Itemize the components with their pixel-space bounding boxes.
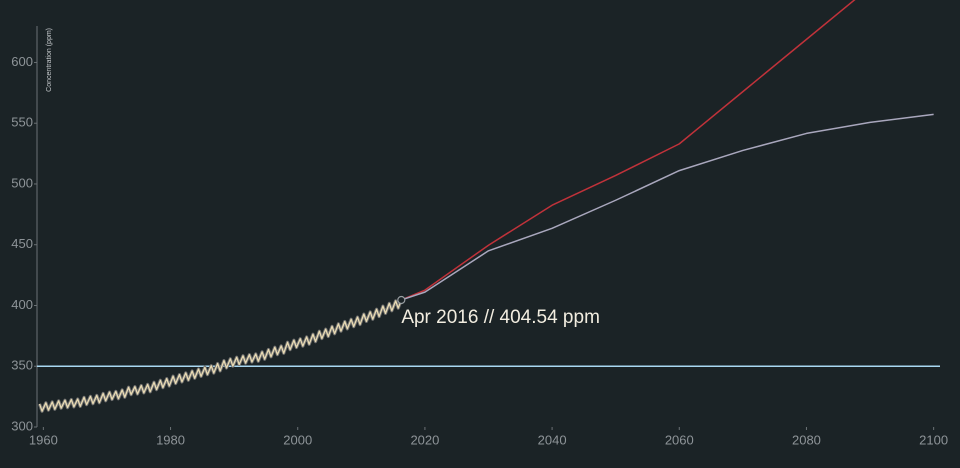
x-tick-label: 2080 — [792, 432, 821, 447]
x-tick-label: 2040 — [538, 432, 567, 447]
x-tick-label: 2060 — [665, 432, 694, 447]
series-line — [401, 113, 934, 301]
y-tick-label: 300 — [11, 418, 33, 433]
y-tick-label: 600 — [11, 54, 33, 69]
x-tick-label: 2020 — [410, 432, 439, 447]
current-point — [397, 295, 406, 305]
y-tick-label: 500 — [11, 175, 33, 190]
x-tick-label: 1960 — [29, 432, 58, 447]
y-tick-label: 450 — [11, 236, 33, 251]
y-tick-label: 550 — [11, 115, 33, 130]
x-tick-label: 2100 — [919, 432, 948, 447]
annotation: Apr 2016 // 404.54 ppm — [401, 307, 600, 328]
x-tick-label: 1980 — [156, 432, 185, 447]
y-axis-label: Concentration (ppm) — [46, 28, 53, 92]
y-tick-label: 350 — [11, 358, 33, 373]
series-line — [401, 0, 856, 301]
x-tick-label: 2000 — [283, 432, 312, 447]
y-tick-label: 400 — [11, 297, 33, 312]
series-line — [38, 299, 402, 412]
